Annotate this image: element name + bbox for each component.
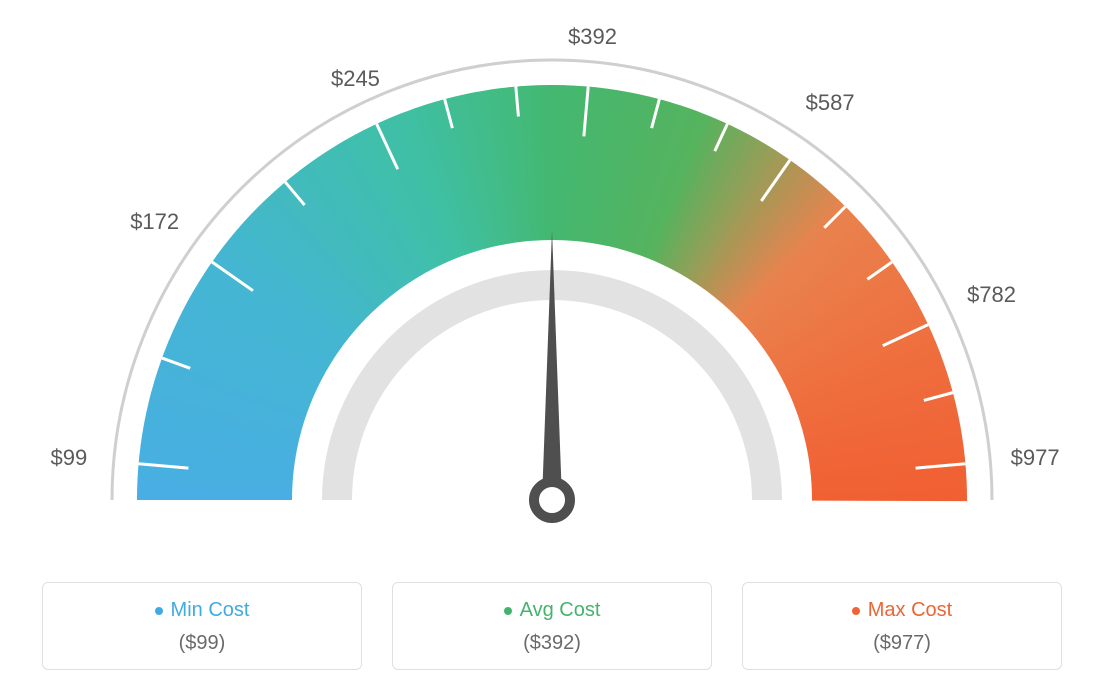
gauge-tick-label: $587 — [806, 90, 855, 116]
dot-icon — [504, 607, 512, 615]
gauge-tick-label: $99 — [50, 445, 87, 471]
legend-row: Min Cost ($99) Avg Cost ($392) Max Cost … — [0, 582, 1104, 670]
legend-value: ($392) — [403, 632, 701, 655]
gauge-tick-label: $172 — [130, 209, 179, 235]
legend-label: Max Cost — [868, 599, 952, 622]
gauge-svg — [0, 0, 1104, 560]
gauge-chart: $99 $172 $245 $392 $587 $782 $977 — [0, 0, 1104, 560]
gauge-tick-label: $977 — [1011, 445, 1060, 471]
gauge-tick-label: $392 — [568, 24, 617, 50]
dot-icon — [852, 607, 860, 615]
gauge-tick-label: $782 — [967, 282, 1016, 308]
legend-label: Min Cost — [171, 599, 250, 622]
legend-title-max: Max Cost — [753, 599, 1051, 622]
legend-card-max: Max Cost ($977) — [742, 582, 1062, 670]
legend-title-min: Min Cost — [53, 599, 351, 622]
legend-label: Avg Cost — [520, 599, 601, 622]
legend-value: ($977) — [753, 632, 1051, 655]
legend-value: ($99) — [53, 632, 351, 655]
legend-title-avg: Avg Cost — [403, 599, 701, 622]
dot-icon — [155, 607, 163, 615]
legend-card-min: Min Cost ($99) — [42, 582, 362, 670]
gauge-tick-label: $245 — [331, 66, 380, 92]
legend-card-avg: Avg Cost ($392) — [392, 582, 712, 670]
